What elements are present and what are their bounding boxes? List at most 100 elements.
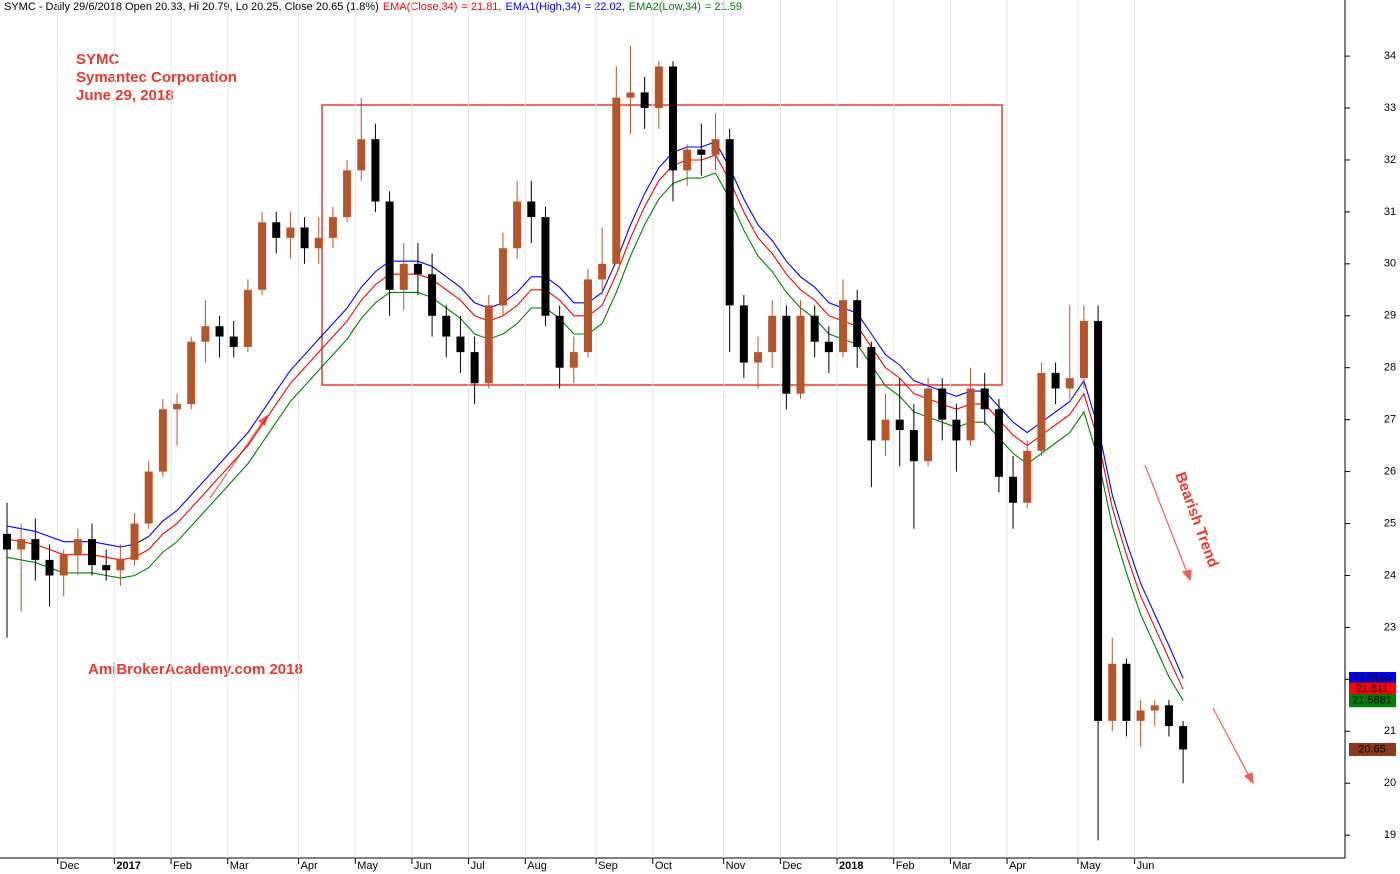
candle-body [555,315,564,368]
y-tick-label: 23 [1384,621,1396,633]
candle-body [45,559,54,576]
candle-body [31,539,40,560]
y-tick-label: 26 [1384,465,1396,477]
candle-body [952,419,961,441]
candle-body [116,559,125,571]
candle-body [654,66,663,109]
candle-body [371,139,380,202]
candle-body [1079,320,1088,379]
candle-body [1023,450,1032,503]
ema-line [6,172,1184,701]
y-tick-label: 20 [1384,777,1396,789]
y-tick-label: 32 [1384,154,1396,166]
candle-body [158,409,167,472]
y-tick-label: 27 [1384,414,1396,426]
y-tick-label: 33 [1384,102,1396,114]
candle-body [754,352,763,363]
candle-body [909,430,918,462]
candle-body [725,139,734,306]
candle-body [1037,372,1046,451]
x-tick-label: Nov [726,860,746,872]
candle-body [683,149,692,171]
x-tick-label: Jun [1137,860,1155,872]
candle-body [385,201,394,290]
candle-body [357,139,366,171]
candle-body [1122,663,1131,721]
y-tick-label: 34 [1384,50,1396,62]
candle-body [768,315,777,353]
ticker-note: SYMC [76,51,120,68]
candle-body [413,263,422,275]
legend-name: EMA1(High,34) [506,1,581,13]
candle-body [484,305,493,384]
candle-body [229,336,238,347]
candle-body [867,346,876,441]
candle-body [1051,372,1060,389]
candle-body [1108,663,1117,721]
y-tick-label: 19 [1384,829,1396,841]
watermark: AmiBrokerAcademy.com 2018 [88,661,303,678]
candle-body [1179,726,1188,750]
candle-body [399,263,408,290]
legend-name: EMA2(Low,34) [629,1,701,13]
x-tick-label: Jun [414,860,432,872]
x-tick-label: 2017 [116,860,140,872]
candle-body [17,539,26,550]
candle-body [144,471,153,524]
candle-body [428,274,437,316]
candle-body [541,217,550,316]
candle-body [1065,378,1074,389]
candle-body [583,279,592,353]
x-tick-label: Jul [471,860,485,872]
candle-body [243,289,252,347]
candle-body [966,388,975,441]
candle-body [173,404,182,410]
candle-body [1136,710,1145,721]
candle-body [895,419,904,431]
last-value-label: 21.5881 [1352,695,1392,707]
candle-body [640,92,649,109]
x-tick-label: Mar [952,860,971,872]
candle-body [187,341,196,405]
candle-body [328,217,337,238]
candle-body [853,300,862,347]
candle-body [626,92,635,98]
candle-body [102,565,111,571]
candle-body [697,149,706,155]
candle-body [314,237,323,249]
candle-body [343,170,352,218]
candle-body [258,222,267,290]
candle-body [810,315,819,342]
y-tick-label: 30 [1384,258,1396,270]
candle-body [881,419,890,441]
candle-body [470,352,479,384]
x-tick-label: Feb [173,860,192,872]
candle-body [498,248,507,306]
candle-body [739,305,748,363]
last-value-box [1349,742,1396,756]
candle-body [130,523,139,560]
candle-body [513,201,522,249]
candle-body [824,341,833,353]
candle-body [668,66,677,171]
y-tick-label: 21 [1384,725,1396,737]
x-tick-label: Dec [782,860,802,872]
candle-body [782,315,791,394]
candle-body [796,315,805,394]
header: SYMC - Daily 29/6/2018 Open 20.33, Hi 20… [4,1,742,13]
x-tick-label: Oct [655,860,672,872]
candle-body [3,533,11,550]
candle-body [1009,476,1018,503]
candle-body [201,326,210,342]
last-value-box [1349,682,1396,696]
candle-body [612,97,621,264]
arrows [209,414,1254,785]
candle-body [569,352,578,368]
y-tick-label: 31 [1384,206,1396,218]
candle-body [300,227,309,249]
last-value-label: 22.0164 [1352,672,1392,684]
candle-body [839,300,848,353]
